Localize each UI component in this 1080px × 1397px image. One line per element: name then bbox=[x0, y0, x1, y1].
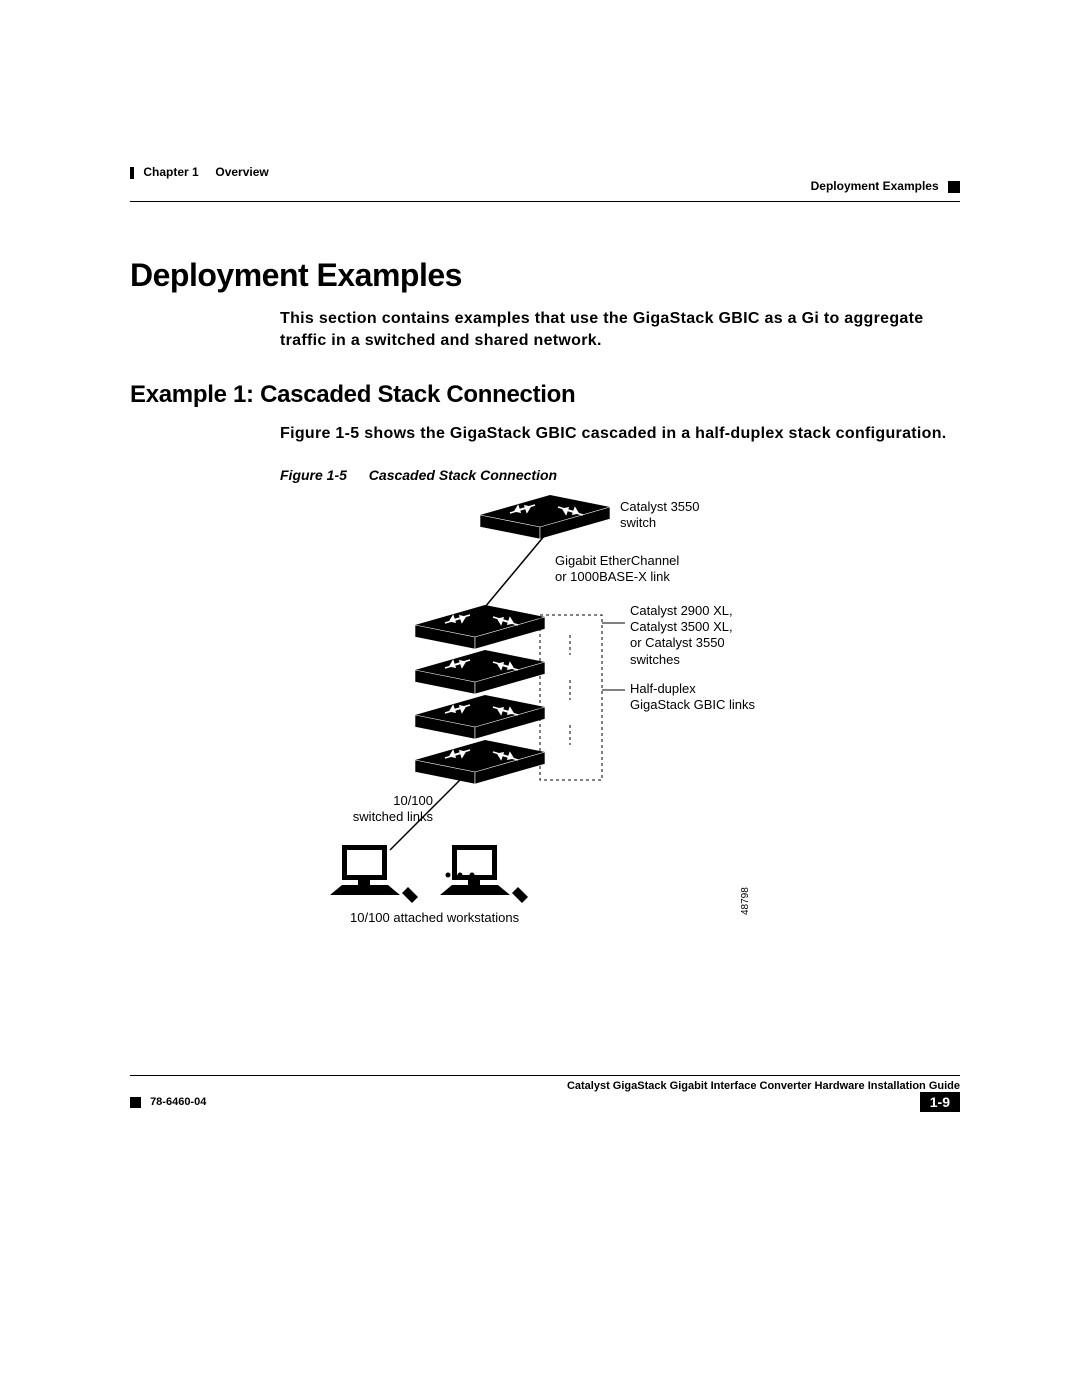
label-switched-links: 10/100switched links bbox=[343, 793, 433, 826]
footer-book-title: Catalyst GigaStack Gigabit Interface Con… bbox=[130, 1080, 960, 1092]
figure-number: Figure 1-5 bbox=[280, 467, 347, 483]
running-header: Chapter 1 Overview Deployment Examples bbox=[130, 165, 960, 195]
page-content: Chapter 1 Overview Deployment Examples D… bbox=[130, 165, 960, 935]
label-workstations: 10/100 attached workstations bbox=[350, 910, 519, 926]
figure-ref: Figure 1-5 bbox=[280, 425, 359, 442]
network-diagram: Catalyst 3550switch Gigabit EtherChannel… bbox=[280, 495, 960, 935]
section-label: Deployment Examples bbox=[811, 179, 939, 193]
footer-box-icon bbox=[130, 1097, 141, 1108]
example-text: Figure 1-5 shows the GigaStack GBIC casc… bbox=[280, 423, 960, 445]
header-box-icon bbox=[948, 181, 960, 193]
header-right: Deployment Examples bbox=[811, 179, 960, 193]
chapter-title: Overview bbox=[215, 165, 268, 179]
header-bar-icon bbox=[130, 167, 134, 179]
figure-id: 48798 bbox=[740, 887, 751, 915]
footer-page-number: 1-9 bbox=[920, 1092, 960, 1112]
label-uplink: Gigabit EtherChannelor 1000BASE-X link bbox=[555, 553, 679, 586]
example-body: shows the GigaStack GBIC cascaded in a h… bbox=[364, 425, 946, 442]
figure-title: Cascaded Stack Connection bbox=[369, 467, 557, 483]
label-top-switch: Catalyst 3550switch bbox=[620, 499, 700, 532]
label-stack-switches: Catalyst 2900 XL,Catalyst 3500 XL,or Cat… bbox=[630, 603, 733, 668]
header-rule bbox=[130, 201, 960, 202]
header-left: Chapter 1 Overview bbox=[130, 165, 269, 179]
diagram-svg bbox=[280, 495, 800, 935]
figure-caption: Figure 1-5 Cascaded Stack Connection bbox=[280, 467, 960, 483]
intro-text: This section contains examples that use … bbox=[280, 308, 960, 351]
docnum-text: 78-6460-04 bbox=[150, 1096, 206, 1108]
page-footer: Catalyst GigaStack Gigabit Interface Con… bbox=[130, 1075, 960, 1118]
heading-2: Example 1: Cascaded Stack Connection bbox=[130, 381, 960, 409]
heading-1: Deployment Examples bbox=[130, 257, 960, 294]
chapter-label: Chapter 1 bbox=[143, 165, 198, 179]
footer-docnum: 78-6460-04 bbox=[130, 1096, 206, 1108]
footer-rule bbox=[130, 1075, 960, 1076]
label-gbic-links: Half-duplexGigaStack GBIC links bbox=[630, 681, 755, 714]
